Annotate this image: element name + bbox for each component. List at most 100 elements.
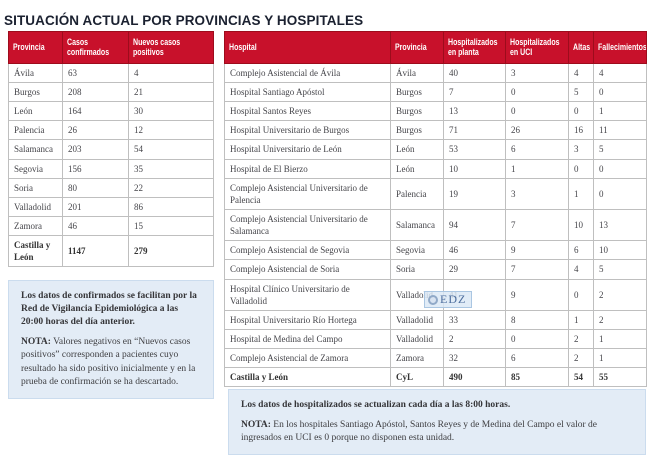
column-header: Provincia <box>390 31 444 64</box>
table-cell: 40 <box>443 62 506 84</box>
table-cell: 22 <box>128 177 214 198</box>
table-cell: Salamanca <box>8 139 63 160</box>
table-cell: Hospital Universitario de Burgos <box>224 120 391 141</box>
table-cell: 5 <box>593 259 647 280</box>
table-cell: 80 <box>62 177 129 198</box>
edz-watermark: EDZ <box>424 291 472 308</box>
note-label: NOTA: <box>241 420 271 431</box>
table-row: Complejo Asistencial de Segovia Segovia 46… <box>224 240 647 261</box>
table-cell: Hospital de Medina del Campo <box>224 328 391 350</box>
table-cell: 156 <box>62 158 129 179</box>
table-cell: 86 <box>128 196 214 218</box>
column-header: Altas <box>568 31 594 64</box>
hospitals-table: Hospital Provincia Hospitalizados en plant… <box>224 31 647 388</box>
table-cell: Zamora <box>8 215 63 237</box>
table-cell: Segovia <box>390 240 444 261</box>
table-cell: Burgos <box>390 101 444 122</box>
table-cell: Valladolid <box>8 196 63 218</box>
table-cell: 7 <box>505 208 569 242</box>
table-cell: 6 <box>568 240 594 261</box>
table-cell: CyL <box>390 367 444 388</box>
table-cell: Soria <box>8 177 63 198</box>
table-cell: 16 <box>568 120 594 141</box>
table-cell: León <box>8 101 63 122</box>
table-row: Hospital Universitario de Burgos Burgos 71… <box>224 120 647 141</box>
table-cell: 1 <box>593 328 647 350</box>
table-cell: 1 <box>593 101 647 122</box>
table-cell: 7 <box>443 82 506 103</box>
table-row: Valladolid 201 86 <box>8 196 214 218</box>
note-body: NOTA: En los hospitales Santiago Apóstol… <box>241 419 633 445</box>
table-cell: Palencia <box>390 177 444 211</box>
table-cell: 33 <box>443 309 506 330</box>
table-cell: León <box>390 139 444 160</box>
table-cell: 94 <box>443 208 506 242</box>
table-cell: 0 <box>593 158 647 179</box>
table-cell: 19 <box>443 177 506 211</box>
table-cell: 0 <box>505 328 569 350</box>
provinces-table: Provincia Casos confirmados Nuevos casos p… <box>8 31 214 268</box>
table-cell: 10 <box>593 240 647 261</box>
table-cell: Burgos <box>390 82 444 103</box>
table-cell: Hospital Santiago Apóstol <box>224 82 391 103</box>
table-cell: 85 <box>505 367 569 388</box>
table-cell: 4 <box>568 62 594 84</box>
table-cell: Complejo Asistencial de Ávila <box>224 62 391 84</box>
note-intro: Los datos de hospitalizados se actualiza… <box>241 400 511 410</box>
table-cell: 201 <box>62 196 129 218</box>
table-row: Complejo Asistencial Universitario de Pa… <box>224 177 647 211</box>
table-cell: 54 <box>568 367 594 388</box>
table-cell: 4 <box>568 259 594 280</box>
table-cell: 5 <box>593 139 647 160</box>
table-cell: 1 <box>568 177 594 211</box>
table-cell: 1 <box>568 309 594 330</box>
table-row: Hospital de Medina del Campo Valladolid 2 0… <box>224 328 647 350</box>
table-cell: Palencia <box>8 120 63 141</box>
table-cell: Hospital Santos Reyes <box>224 101 391 122</box>
table-cell: 0 <box>568 158 594 179</box>
provinces-table-header-row: Provincia Casos confirmados Nuevos casos p… <box>8 31 214 64</box>
table-cell: 71 <box>443 120 506 141</box>
table-cell: 53 <box>443 139 506 160</box>
table-cell: 26 <box>505 120 569 141</box>
table-cell: Segovia <box>8 158 63 179</box>
column-header: Hospitalizados en UCI <box>505 31 569 64</box>
table-row: Zamora 46 15 <box>8 215 214 237</box>
table-cell: 8 <box>505 309 569 330</box>
table-cell: 6 <box>505 348 569 369</box>
table-cell: 55 <box>593 367 647 388</box>
table-cell: 164 <box>62 101 129 122</box>
table-cell: 26 <box>62 120 129 141</box>
table-cell: Complejo Asistencial Universitario de Sa… <box>224 208 391 242</box>
table-cell: 2 <box>568 348 594 369</box>
page-title: SITUACIÓN ACTUAL POR PROVINCIAS Y HOSPIT… <box>4 13 364 29</box>
note-text: En los hospitales Santiago Apóstol, Sant… <box>241 420 598 444</box>
table-row: Hospital de El Bierzo León 10 1 0 0 <box>224 158 647 179</box>
table-cell: 1147 <box>62 235 129 268</box>
table-cell: 3 <box>568 139 594 160</box>
table-row: Palencia 26 12 <box>8 120 214 141</box>
table-cell: 35 <box>128 158 214 179</box>
table-cell: León <box>390 158 444 179</box>
edz-circle-icon <box>428 294 438 305</box>
table-cell: 12 <box>128 120 214 141</box>
table-cell: 4 <box>128 62 214 84</box>
table-row: Salamanca 203 54 <box>8 139 214 160</box>
table-cell: 5 <box>568 82 594 103</box>
edz-watermark-label: EDZ <box>440 292 467 306</box>
table-cell: 2 <box>593 309 647 330</box>
table-cell: Ávila <box>8 62 63 84</box>
table-row: Complejo Asistencial de Zamora Zamora 32 6 2… <box>224 348 647 369</box>
table-cell: 54 <box>128 139 214 160</box>
column-header: Nuevos casos positivos <box>128 31 214 64</box>
column-header: Hospitalizados en planta <box>443 31 506 64</box>
table-cell: Hospital Universitario de León <box>224 139 391 160</box>
table-cell: 0 <box>593 177 647 211</box>
table-cell: Complejo Asistencial de Soria <box>224 259 391 280</box>
note-text: Valores negativos en “Nuevos casos posit… <box>21 337 196 387</box>
table-row: Hospital Santos Reyes Burgos 13 0 0 1 <box>224 101 647 122</box>
table-row: Soria 80 22 <box>8 177 214 198</box>
table-cell: 6 <box>505 139 569 160</box>
table-cell: 0 <box>568 278 594 311</box>
note-intro: Los datos de confirmados se facilitan po… <box>21 291 197 328</box>
